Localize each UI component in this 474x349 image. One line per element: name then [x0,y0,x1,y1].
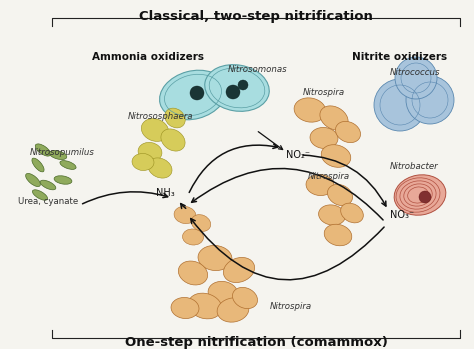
Text: Classical, two-step nitrification: Classical, two-step nitrification [139,10,373,23]
Text: Urea, cyanate: Urea, cyanate [18,198,78,207]
Ellipse shape [319,205,346,225]
Text: One-step nitrification (comammox): One-step nitrification (comammox) [125,336,387,349]
Circle shape [419,191,431,203]
Ellipse shape [321,145,351,167]
Ellipse shape [336,121,361,143]
Ellipse shape [217,298,249,322]
Ellipse shape [205,65,269,111]
Ellipse shape [208,281,238,305]
Ellipse shape [32,190,47,200]
Circle shape [226,85,240,99]
Ellipse shape [141,119,169,141]
Text: Ammonia oxidizers: Ammonia oxidizers [92,52,204,62]
Ellipse shape [160,70,227,120]
Text: Nitrosomonas: Nitrosomonas [228,65,288,74]
Ellipse shape [324,224,352,246]
Ellipse shape [32,158,44,172]
Ellipse shape [49,150,67,159]
Ellipse shape [310,127,338,149]
Ellipse shape [132,154,154,171]
Ellipse shape [191,215,210,231]
Text: NH₃: NH₃ [156,188,175,198]
Text: NO₃⁻: NO₃⁻ [390,210,414,220]
Circle shape [238,80,248,90]
Ellipse shape [138,142,162,162]
Circle shape [190,86,204,100]
Circle shape [406,76,454,124]
Ellipse shape [54,176,72,184]
Ellipse shape [294,98,326,122]
Circle shape [395,57,437,99]
Ellipse shape [26,173,40,187]
Ellipse shape [171,297,199,319]
Ellipse shape [223,258,255,283]
Text: Nitrososphaera: Nitrososphaera [128,112,193,121]
Ellipse shape [188,293,222,319]
Ellipse shape [161,129,185,151]
Ellipse shape [35,144,51,156]
Ellipse shape [60,161,76,169]
Ellipse shape [341,203,364,223]
Ellipse shape [178,261,208,285]
Text: Nitrite oxidizers: Nitrite oxidizers [353,52,447,62]
Ellipse shape [198,245,232,270]
Text: Nitrococcus: Nitrococcus [390,68,440,77]
Ellipse shape [165,108,185,128]
Text: Nitrosopumilus: Nitrosopumilus [30,148,95,157]
Ellipse shape [232,288,257,309]
Ellipse shape [328,184,353,206]
Ellipse shape [148,158,172,178]
Ellipse shape [174,206,196,224]
Ellipse shape [320,106,348,130]
Text: NO₂⁻: NO₂⁻ [286,150,310,160]
Ellipse shape [182,229,203,245]
Ellipse shape [40,180,56,190]
Text: Nitrospira: Nitrospira [270,302,312,311]
Text: Nitrobacter: Nitrobacter [390,162,438,171]
Text: Nitrospira: Nitrospira [303,88,345,97]
Ellipse shape [394,175,446,215]
Ellipse shape [306,174,334,195]
Circle shape [374,79,426,131]
Text: Nitrospira: Nitrospira [308,172,350,181]
